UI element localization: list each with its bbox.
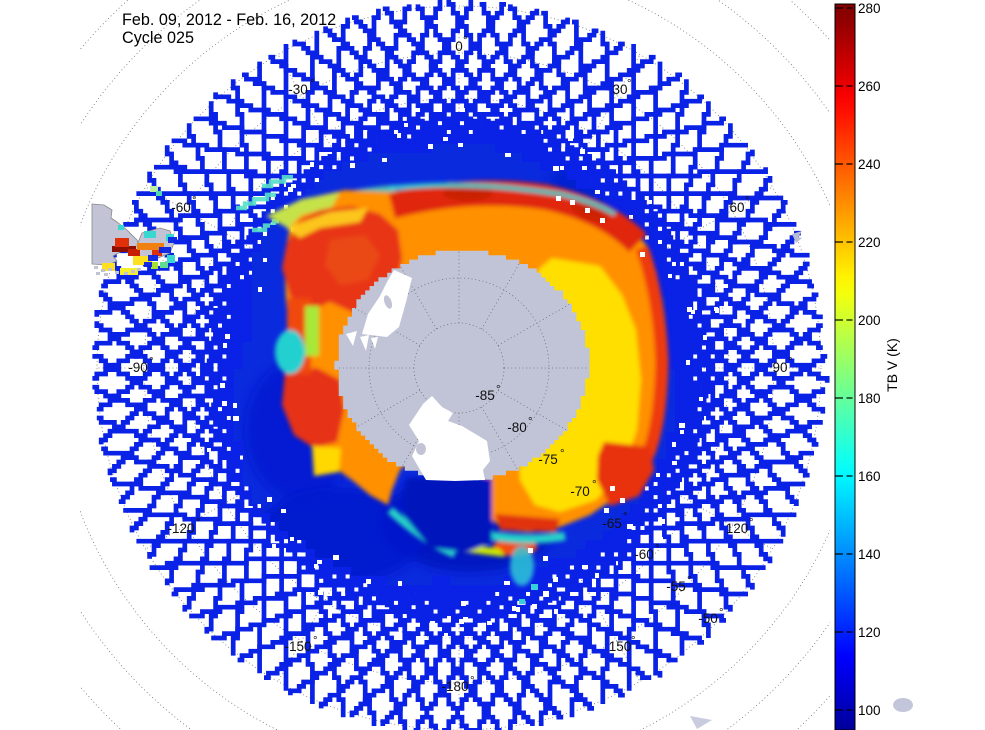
svg-text:220: 220 [858, 235, 881, 250]
svg-text:Cycle 025: Cycle 025 [122, 29, 194, 47]
svg-text:0: 0 [455, 39, 463, 54]
svg-text:°: ° [310, 78, 315, 90]
svg-text:°: ° [149, 356, 154, 368]
svg-text:-180: -180 [441, 679, 468, 694]
svg-text:-85: -85 [475, 388, 495, 403]
svg-text:150: 150 [609, 639, 632, 654]
svg-text:°: ° [719, 607, 724, 619]
svg-text:200: 200 [858, 313, 881, 328]
svg-text:120: 120 [726, 521, 749, 536]
svg-text:°: ° [749, 517, 754, 529]
svg-text:-90: -90 [128, 360, 148, 375]
svg-text:-65: -65 [602, 516, 622, 531]
svg-text:°: ° [788, 356, 793, 368]
svg-text:-75: -75 [538, 452, 558, 467]
svg-text:-60: -60 [171, 200, 191, 215]
svg-text:-30: -30 [288, 82, 308, 97]
svg-text:-60: -60 [634, 547, 654, 562]
svg-text:°: ° [470, 675, 475, 687]
svg-text:TB V (K): TB V (K) [884, 338, 900, 392]
svg-text:°: ° [463, 35, 468, 47]
svg-text:260: 260 [858, 79, 881, 94]
svg-text:60: 60 [729, 200, 744, 215]
svg-text:90: 90 [772, 360, 787, 375]
svg-text:°: ° [560, 448, 565, 460]
svg-text:120: 120 [858, 625, 881, 640]
svg-text:-120: -120 [167, 521, 194, 536]
svg-text:°: ° [528, 416, 533, 428]
svg-text:°: ° [192, 195, 197, 207]
svg-text:30: 30 [612, 82, 627, 97]
svg-text:-55: -55 [666, 579, 686, 594]
svg-text:-70: -70 [570, 484, 590, 499]
svg-text:280: 280 [858, 1, 881, 16]
svg-text:°: ° [592, 479, 597, 491]
svg-text:-50: -50 [698, 611, 718, 626]
svg-text:100: 100 [858, 703, 881, 718]
svg-text:°: ° [687, 575, 692, 587]
svg-text:°: ° [745, 195, 750, 207]
svg-text:°: ° [496, 384, 501, 396]
svg-text:140: 140 [858, 547, 881, 562]
svg-text:Feb. 09, 2012 - Feb. 16, 2012: Feb. 09, 2012 - Feb. 16, 2012 [122, 11, 336, 29]
svg-text:180: 180 [858, 391, 881, 406]
svg-text:°: ° [196, 517, 201, 529]
svg-text:-80: -80 [507, 420, 527, 435]
svg-text:°: ° [313, 635, 318, 647]
svg-text:°: ° [631, 635, 636, 647]
svg-text:°: ° [655, 543, 660, 555]
svg-text:°: ° [627, 78, 632, 90]
svg-text:-150: -150 [284, 639, 311, 654]
svg-text:°: ° [623, 511, 628, 523]
svg-text:160: 160 [858, 469, 881, 484]
svg-text:240: 240 [858, 157, 881, 172]
